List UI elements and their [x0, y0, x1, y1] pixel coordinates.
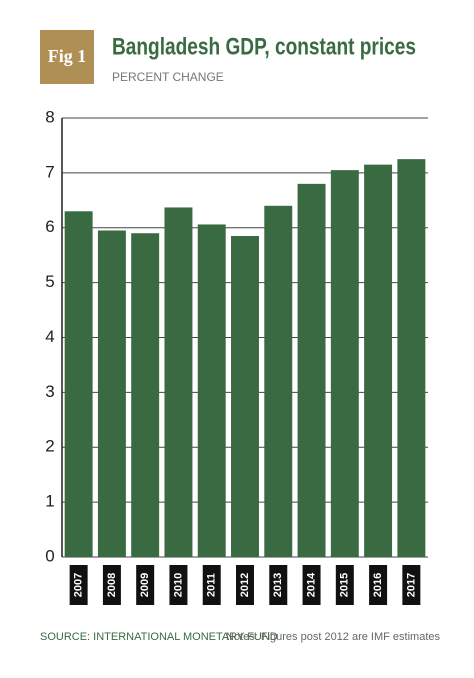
- bar: [164, 207, 193, 558]
- y-tick-label: 0: [45, 546, 54, 565]
- x-tick-label: 2008: [106, 573, 118, 597]
- bar: [297, 183, 326, 557]
- bar: [364, 164, 393, 558]
- chart-subtitle: PERCENT CHANGE: [112, 70, 224, 84]
- y-tick-label: 2: [45, 437, 54, 456]
- x-tick-label: 2007: [73, 573, 85, 597]
- note: Notes: Figures post 2012 are IMF estimat…: [226, 631, 440, 643]
- y-tick-label: 4: [45, 327, 54, 346]
- x-label-box: [335, 565, 354, 605]
- bar: [97, 230, 126, 557]
- x-tick-label: 2014: [305, 572, 317, 597]
- badge-box: [40, 30, 94, 84]
- y-tick-label: 5: [45, 272, 54, 291]
- x-label-box: [202, 565, 221, 605]
- x-label-box: [402, 565, 421, 605]
- bar: [330, 170, 359, 557]
- x-tick-label: 2017: [405, 573, 417, 597]
- x-label-box: [69, 565, 88, 605]
- x-tick-label: 2013: [272, 573, 284, 597]
- x-label-box: [269, 565, 288, 605]
- y-tick-label: 3: [45, 382, 54, 401]
- x-label-box: [236, 565, 254, 605]
- bar: [131, 233, 160, 558]
- y-tick-label: 1: [45, 492, 54, 511]
- badge: Fig 1: [48, 46, 87, 66]
- x-tick-label: 2009: [139, 573, 151, 597]
- source: SOURCE: INTERNATIONAL MONETARY FUND: [40, 631, 278, 643]
- x-label-box: [102, 565, 121, 605]
- y-tick-label: 7: [45, 162, 54, 181]
- x-tick-label: 2015: [339, 573, 351, 597]
- x-tick-label: 2016: [372, 573, 384, 597]
- x-label-box: [302, 565, 321, 605]
- x-tick-label: 2011: [206, 573, 218, 597]
- x-tick-label: 2010: [172, 573, 184, 597]
- y-tick-label: 8: [45, 107, 54, 126]
- x-label-box: [169, 565, 188, 605]
- x-label-box: [136, 565, 155, 605]
- chart-title: Bangladesh GDP, constant prices: [112, 33, 416, 60]
- x-tick-label: 2012: [239, 573, 251, 597]
- bar: [397, 159, 426, 557]
- x-label-box: [369, 565, 388, 605]
- y-tick-label: 6: [45, 217, 54, 236]
- bar: [231, 235, 259, 557]
- bar: [197, 224, 226, 557]
- bar: [264, 205, 293, 558]
- bar: [64, 211, 93, 557]
